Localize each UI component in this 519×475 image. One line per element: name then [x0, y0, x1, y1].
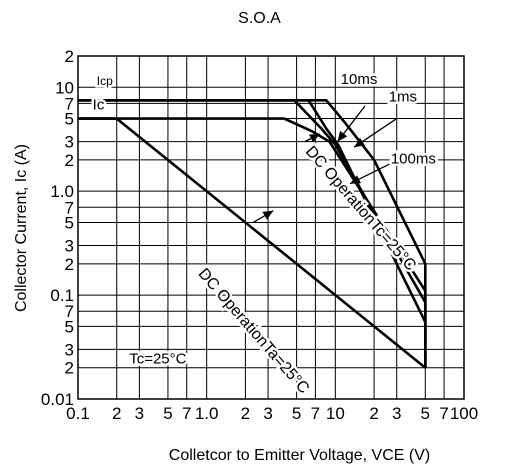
x-tick-label: 3	[392, 404, 401, 423]
dc-operation-ta-label: DC OperationTa=25°C	[195, 265, 313, 397]
y-tick-label: 7	[65, 302, 74, 321]
x-axis-label: Colletcor to Emitter Voltage, VCE (V)	[168, 447, 431, 464]
arrow-head	[349, 175, 361, 184]
arrow-head	[309, 134, 320, 143]
y-tick-label: 10	[55, 78, 74, 97]
x-tick-label: 3	[135, 404, 144, 423]
x-tick-label: 5	[421, 404, 430, 423]
x-tick-label: 5	[292, 404, 301, 423]
y-tick-label: 0.01	[41, 390, 74, 409]
icp-label: Icp	[97, 74, 113, 88]
y-tick-label: 2	[65, 359, 74, 378]
x-tick-label: 1.0	[195, 404, 219, 423]
arrows	[252, 105, 398, 224]
ic-label: Ic	[93, 97, 105, 114]
y-tick-label: 5	[65, 110, 74, 129]
curve-dc-operationtc-25-c	[78, 117, 427, 368]
plot-frame	[77, 55, 465, 400]
arrow-head	[354, 137, 365, 148]
x-tick-label: 2	[112, 404, 121, 423]
y-tick-label: 5	[65, 213, 74, 232]
tc-25c-label: Tc=25°C	[129, 350, 186, 367]
y-tick-label: 7	[65, 94, 74, 113]
y-tick-label: 2	[65, 151, 74, 170]
x-tick-label: 100	[450, 404, 478, 423]
x-tick-label: 0.1	[66, 404, 90, 423]
x-tick-label: 7	[439, 404, 448, 423]
y-tick-label: 0.1	[50, 286, 74, 305]
arrow-head	[337, 130, 348, 142]
x-tick-label: 7	[182, 404, 191, 423]
y-tick-label: 1.0	[50, 182, 74, 201]
chart-title: S.O.A	[238, 10, 281, 27]
x-tick-label: 5	[163, 404, 172, 423]
y-tick-label: 3	[65, 133, 74, 152]
curve-dc-operationta-25-c	[78, 117, 427, 369]
y-tick-label: 5	[65, 317, 74, 336]
x-tick-label: 10	[326, 404, 345, 423]
x-tick-label: 7	[311, 404, 320, 423]
y-tick-label: 2	[65, 255, 74, 274]
y-tick-label: 3	[65, 340, 74, 359]
1ms-label: 1ms	[389, 88, 417, 105]
100ms-label: 100ms	[391, 150, 436, 167]
x-tick-label: 2	[369, 404, 378, 423]
x-tick-label: 3	[263, 404, 272, 423]
y-tick-label: 7	[65, 198, 74, 217]
arrow-head	[262, 210, 274, 220]
x-tick-label: 2	[241, 404, 250, 423]
y-tick-label: 2	[65, 47, 74, 66]
y-tick-label: 3	[65, 237, 74, 256]
tick-labels: 0.1 2 3 5 7 1.0 2 3 5 7 10 2 3 5 7 1000.0123570.123571.…	[41, 47, 478, 423]
10ms-label: 10ms	[341, 71, 378, 88]
